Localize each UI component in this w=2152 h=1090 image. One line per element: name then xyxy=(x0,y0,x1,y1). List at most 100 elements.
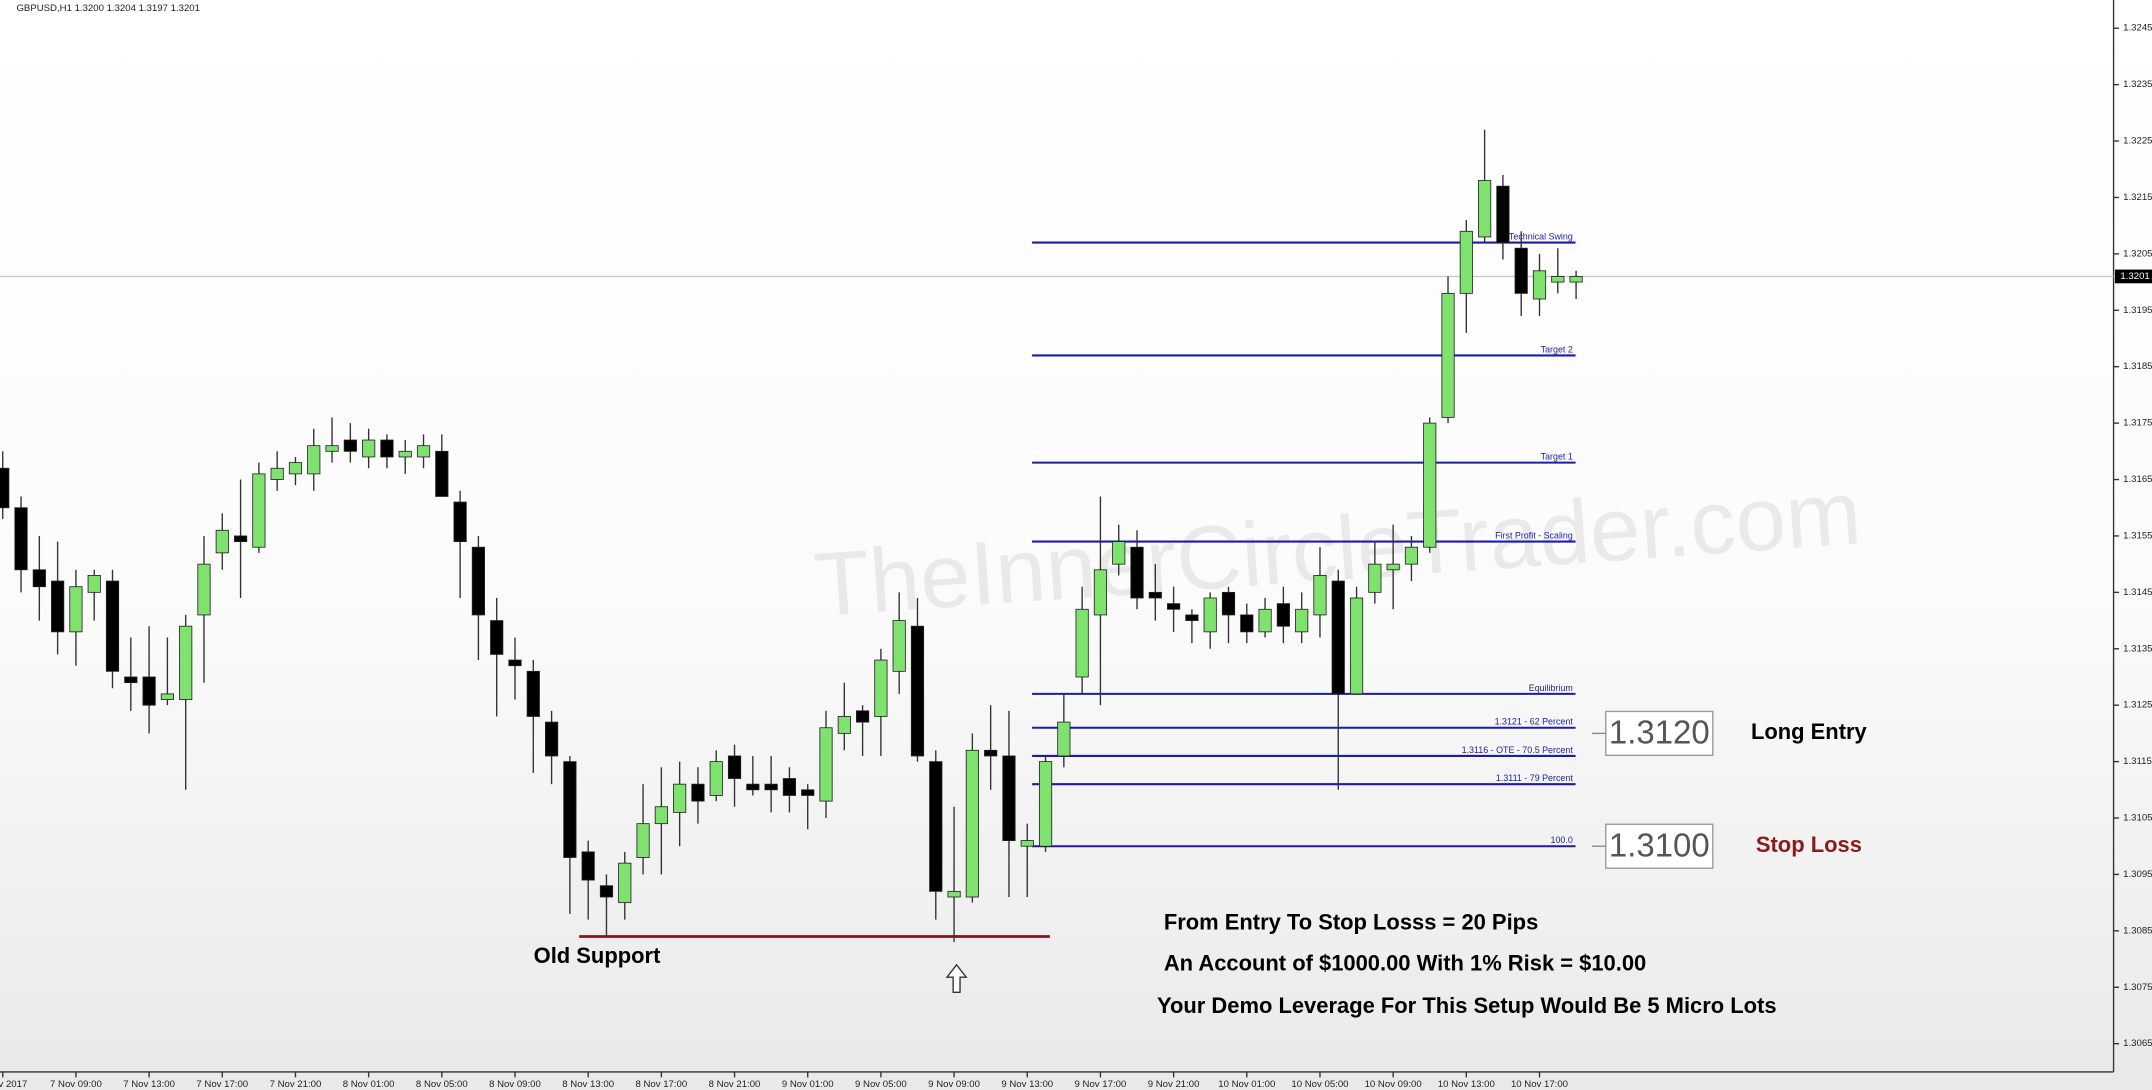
candle-body xyxy=(490,620,504,655)
candle-body xyxy=(14,507,28,571)
candle-body xyxy=(87,575,101,593)
candle-body xyxy=(197,563,211,616)
candle-body xyxy=(288,462,303,475)
candle-body xyxy=(654,806,668,825)
annotation: Your Demo Leverage For This Setup Would … xyxy=(1157,993,1777,1018)
candle-body xyxy=(51,580,65,633)
candle-body xyxy=(1459,230,1473,294)
candle-body xyxy=(581,851,595,881)
candle-body xyxy=(508,659,522,667)
x-tick-label: 7 Nov 17:00 xyxy=(196,1079,248,1090)
candle-body xyxy=(673,783,687,813)
level-label: First Profit - Scaling xyxy=(1495,530,1573,540)
candle-body xyxy=(764,783,778,791)
y-tick-label: 1.3215 xyxy=(2123,192,2152,203)
candle-body xyxy=(1185,614,1199,621)
last-price-tag xyxy=(2114,269,2152,284)
candle-body xyxy=(874,659,888,717)
y-tick-label: 1.3235 xyxy=(2123,79,2152,90)
x-tick-label: 8 Nov 09:00 xyxy=(489,1079,541,1090)
candle-body xyxy=(343,439,357,452)
x-tick-label: 8 Nov 05:00 xyxy=(416,1079,468,1090)
level-label: 1.3116 - OTE - 70.5 Percent xyxy=(1462,745,1574,755)
candle-body xyxy=(1313,575,1327,616)
candle-body xyxy=(746,783,760,791)
candle-body xyxy=(362,439,376,458)
candle-body xyxy=(984,749,998,757)
x-tick-label: 10 Nov 01:00 xyxy=(1218,1079,1275,1090)
y-tick-label: 1.3195 xyxy=(2123,305,2152,316)
candle-body xyxy=(416,445,431,458)
candle-body xyxy=(782,778,797,796)
level-label: Target 1 xyxy=(1541,451,1573,461)
y-tick-label: 1.3075 xyxy=(2123,982,2152,993)
candle-body xyxy=(1093,569,1108,616)
candle-body xyxy=(801,789,815,796)
candle-body xyxy=(435,450,449,497)
x-tick-label: 9 Nov 09:00 xyxy=(928,1079,980,1090)
candle-body xyxy=(929,761,943,892)
candle-body xyxy=(1167,603,1181,610)
y-tick-label: 1.3145 xyxy=(2123,587,2152,598)
candle-body xyxy=(380,439,394,458)
candle-body xyxy=(727,755,742,779)
candle-body xyxy=(471,546,485,616)
x-tick-label: 8 Nov 13:00 xyxy=(562,1079,614,1090)
candle-body xyxy=(691,783,705,802)
y-tick-label: 1.3135 xyxy=(2123,643,2152,654)
candle-body xyxy=(215,529,229,554)
candle-body xyxy=(32,569,46,588)
x-tick-label: 9 Nov 21:00 xyxy=(1148,1079,1200,1090)
candle-body xyxy=(398,450,412,458)
y-tick-label: 1.3065 xyxy=(2123,1038,2152,1049)
candle-body xyxy=(270,467,284,480)
y-tick-label: 1.3095 xyxy=(2123,869,2152,880)
x-tick-label: 10 Nov 09:00 xyxy=(1365,1079,1422,1090)
candle-body xyxy=(618,862,632,904)
candle-body xyxy=(1404,546,1419,565)
up-arrow xyxy=(945,963,968,993)
candle-body xyxy=(819,727,833,802)
candle-body xyxy=(1258,608,1272,633)
candle-body xyxy=(636,823,650,858)
level-label: Technical Swing xyxy=(1509,231,1573,241)
candle-body xyxy=(1496,185,1510,243)
level-label: Equilibrium xyxy=(1529,683,1573,693)
stop-name: Stop Loss xyxy=(1756,832,1862,857)
candle-body xyxy=(1423,422,1437,548)
x-tick-label: 9 Nov 13:00 xyxy=(1001,1079,1053,1090)
candle-body xyxy=(1386,563,1400,571)
y-tick-label: 1.3115 xyxy=(2123,756,2152,767)
candle-body xyxy=(307,445,321,475)
candle-body xyxy=(709,761,723,796)
x-tick-label: 7 Nov 21:00 xyxy=(270,1079,322,1090)
candle-body xyxy=(1112,541,1126,565)
candle-body xyxy=(1368,563,1382,593)
stop-price: 1.3100 xyxy=(1609,826,1710,863)
y-tick-label: 1.3205 xyxy=(2123,248,2152,259)
y-tick-label: 1.3175 xyxy=(2123,418,2152,429)
candle-body xyxy=(1532,270,1547,300)
x-tick-label: 8 Nov 01:00 xyxy=(343,1079,395,1090)
candle-body xyxy=(1020,840,1034,847)
y-tick-label: 1.3085 xyxy=(2123,925,2152,936)
candle-body xyxy=(1276,603,1290,627)
candle-body xyxy=(1203,597,1217,633)
candle-body xyxy=(453,501,467,542)
y-tick-label: 1.3245 xyxy=(2123,23,2152,34)
candle-body xyxy=(1002,755,1016,841)
candle-body xyxy=(856,710,870,723)
candle-body xyxy=(252,473,266,548)
entry-price: 1.3120 xyxy=(1609,713,1710,750)
x-tick-label: 9 Nov 17:00 xyxy=(1075,1079,1127,1090)
candle-body xyxy=(233,535,248,542)
x-tick-label: 10 Nov 17:00 xyxy=(1511,1079,1568,1090)
y-tick-label: 1.3225 xyxy=(2123,136,2152,147)
level-label: 100.0 xyxy=(1551,835,1573,845)
level-label: Target 2 xyxy=(1541,344,1573,354)
y-tick-label: 1.3155 xyxy=(2123,530,2152,541)
candle-body xyxy=(837,716,851,734)
